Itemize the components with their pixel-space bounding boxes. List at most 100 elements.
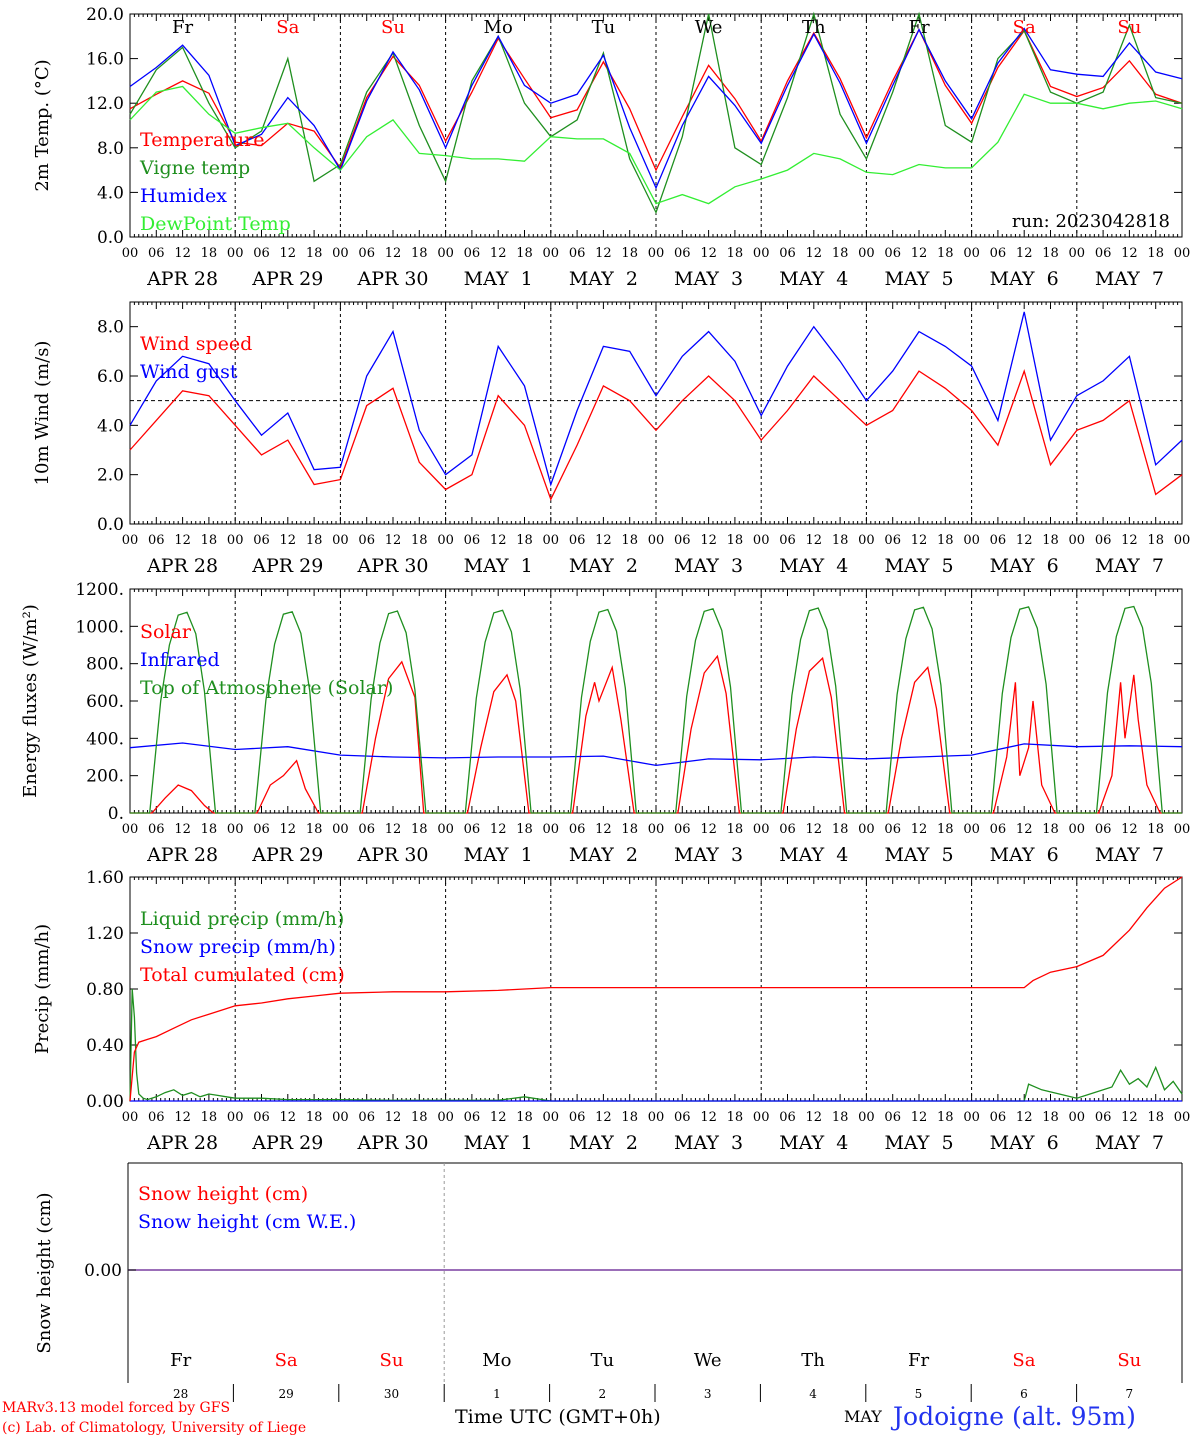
day-number: 28 [173,1387,188,1401]
hour-tick-label: 18 [306,246,323,261]
lab-credit-line: (c) Lab. of Climatology, University of L… [2,1420,307,1436]
hour-tick-label: 06 [253,1110,270,1125]
hour-tick-label: 06 [358,1110,375,1125]
series-line-temperature [129,28,1183,172]
hour-tick-label: 18 [937,822,954,837]
legend-entry: Humidex [140,185,227,207]
hour-tick-label: 12 [174,822,191,837]
hour-tick-label: 18 [727,1110,744,1125]
hour-tick-label: 00 [1174,1110,1191,1125]
hour-tick-label: 00 [437,533,454,548]
day-label: MAY 6 [990,268,1059,290]
hour-tick-label: 00 [1069,246,1086,261]
hour-tick-label: 06 [779,533,796,548]
day-number: 2 [598,1387,606,1401]
y-tick-label: 16.0 [86,50,124,70]
hour-tick-label: 06 [674,1110,691,1125]
day-label: APR 30 [356,555,428,577]
weekday-label: Sa [275,1350,298,1371]
hour-tick-label: 18 [306,1110,323,1125]
hour-tick-label: 18 [937,1110,954,1125]
hour-tick-label: 06 [569,1110,586,1125]
hour-tick-label: 00 [332,1110,349,1125]
series-line-humidex [129,27,1183,190]
hour-tick-label: 06 [1095,1110,1112,1125]
hour-tick-label: 18 [516,822,533,837]
day-label: MAY 3 [674,268,743,290]
hour-tick-label: 06 [253,246,270,261]
y-axis-label: Precip (mm/h) [32,924,53,1054]
hour-tick-label: 12 [595,533,612,548]
hour-tick-label: 12 [700,246,717,261]
day-label: MAY 1 [464,1132,533,1154]
hour-tick-label: 06 [464,822,481,837]
hour-tick-label: 06 [674,533,691,548]
hour-tick-label: 18 [1147,246,1164,261]
hour-tick-label: 18 [1147,822,1164,837]
hour-tick-label: 12 [1121,533,1138,548]
day-label: APR 29 [251,1132,323,1154]
hour-tick-label: 18 [937,246,954,261]
hour-tick-label: 00 [543,533,560,548]
day-label: MAY 5 [884,268,953,290]
hour-tick-label: 06 [990,533,1007,548]
hour-tick-label: 00 [858,822,875,837]
legend-entry: Liquid precip (mm/h) [140,908,344,930]
y-tick-label: 800. [86,655,124,675]
y-tick-label: 8.0 [97,318,124,338]
weekday-label: Th [801,1350,825,1371]
hour-tick-label: 12 [700,533,717,548]
day-label: MAY 2 [569,844,638,866]
hour-tick-label: 06 [990,1110,1007,1125]
y-tick-label: 4.0 [97,183,124,203]
hour-tick-label: 18 [516,1110,533,1125]
hour-tick-label: 06 [884,822,901,837]
hour-tick-label: 00 [963,533,980,548]
weekday-label: Fr [172,17,193,38]
y-tick-label: 0.00 [84,1261,122,1281]
hour-tick-label: 06 [1095,533,1112,548]
hour-tick-label: 12 [385,533,402,548]
hour-tick-label: 06 [990,246,1007,261]
day-label: MAY 5 [884,1132,953,1154]
day-label: MAY 5 [884,555,953,577]
legend-entry: Total cumulated (cm) [140,964,345,986]
y-tick-label: 20.0 [86,5,124,25]
hour-tick-label: 12 [806,822,823,837]
day-label: MAY 2 [569,1132,638,1154]
series-line-total-cumulated-cm- [129,876,1183,1102]
hour-tick-label: 18 [621,533,638,548]
hour-tick-label: 00 [332,822,349,837]
legend-entry: DewPoint Temp [140,213,291,235]
hour-tick-label: 00 [858,246,875,261]
hour-tick-label: 12 [174,246,191,261]
hour-tick-label: 12 [1121,1110,1138,1125]
hour-tick-label: 12 [174,1110,191,1125]
hour-tick-label: 12 [911,533,928,548]
legend-entry: Solar [140,621,192,643]
day-label: MAY 7 [1095,268,1164,290]
hour-tick-label: 12 [911,246,928,261]
hour-tick-label: 18 [306,533,323,548]
hour-tick-label: 18 [937,533,954,548]
hour-tick-label: 06 [779,822,796,837]
hour-tick-label: 00 [227,246,244,261]
hour-tick-label: 06 [674,246,691,261]
hour-tick-label: 00 [122,246,139,261]
hour-tick-label: 12 [385,822,402,837]
day-label: APR 30 [356,1132,428,1154]
y-tick-label: 8.0 [97,139,124,159]
hour-tick-label: 06 [569,246,586,261]
hour-tick-label: 00 [648,533,665,548]
day-label: MAY 4 [779,1132,848,1154]
day-label: APR 29 [251,555,323,577]
day-label: MAY 1 [464,555,533,577]
hour-tick-label: 18 [832,1110,849,1125]
hour-tick-label: 00 [227,822,244,837]
hour-tick-label: 12 [911,1110,928,1125]
hour-tick-label: 06 [253,533,270,548]
hour-tick-label: 00 [1069,1110,1086,1125]
x-axis-title: Time UTC (GMT+0h) [455,1406,661,1428]
y-tick-label: 6.0 [97,367,124,387]
